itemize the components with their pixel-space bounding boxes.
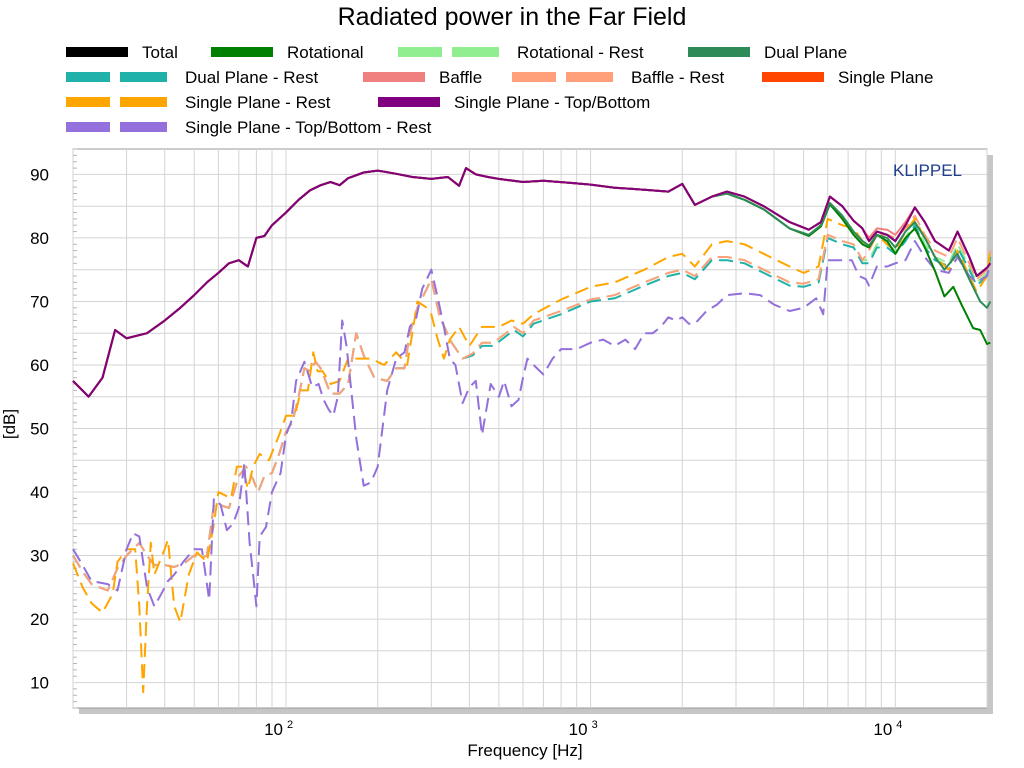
legend-item: Rotational [211,43,364,62]
legend-item: Single Plane [762,68,933,87]
legend: Total Rotational Rotational - Rest Dual Pla… [66,43,933,137]
legend-item: Total [66,43,178,62]
series-line-single-plane-top-bottom [72,167,992,398]
legend-item: Dual Plane [688,43,847,62]
legend-swatch [120,122,167,132]
legend-label: Single Plane - Rest [185,93,331,112]
series-line-single-plane-top-bottom-rest [72,240,992,608]
x-axis-ticks: 10 2 10 3 10 4 [264,719,902,739]
y-tick-label: 10 [30,674,49,693]
legend-label: Single Plane [838,68,933,87]
legend-label: Baffle [439,68,482,87]
y-tick-label: 30 [30,547,49,566]
x-tick: 10 3 [569,719,598,739]
y-tick-label: 90 [30,165,49,184]
x-tick-exponent: 2 [287,719,293,731]
legend-swatch [120,72,167,82]
x-tick: 10 2 [264,719,293,739]
x-axis-label: Frequency [Hz] [467,741,582,760]
legend-swatch [66,47,128,57]
legend-swatch [452,47,499,57]
legend-swatch [378,97,440,107]
y-tick-label: 80 [30,229,49,248]
x-tick-base: 10 [569,720,588,739]
legend-swatch [66,97,110,107]
legend-label: Single Plane - Top/Bottom [454,93,650,112]
x-tick-base: 10 [264,720,283,739]
watermark: KLIPPEL [893,161,962,180]
y-axis-ticks: 10 20 30 40 50 60 70 80 90 [30,165,49,692]
legend-swatch [566,72,613,82]
x-tick-base: 10 [873,720,892,739]
legend-label: Baffle - Rest [631,68,725,87]
y-tick-label: 70 [30,293,49,312]
legend-item: Single Plane - Top/Bottom [378,93,650,112]
legend-label: Single Plane - Top/Bottom - Rest [185,118,432,137]
legend-label: Rotational [287,43,364,62]
x-tick-exponent: 4 [896,719,902,731]
legend-item: Single Plane - Top/Bottom - Rest [66,118,432,137]
legend-item: Rotational - Rest [398,43,644,62]
grid [72,148,988,709]
legend-label: Rotational - Rest [517,43,644,62]
legend-item: Baffle - Rest [512,68,725,87]
legend-swatch [66,72,110,82]
legend-swatch [120,97,167,107]
legend-swatch [66,122,110,132]
y-axis-label: [dB] [0,409,19,439]
legend-swatch [762,72,824,82]
legend-swatch [398,47,442,57]
legend-swatch [688,47,750,57]
legend-label: Dual Plane - Rest [185,68,319,87]
x-tick-exponent: 3 [592,719,598,731]
y-tick-label: 60 [30,356,49,375]
series-line-baffle-rest [72,214,992,592]
x-tick: 10 4 [873,719,902,739]
legend-label: Dual Plane [764,43,847,62]
y-tick-label: 20 [30,610,49,629]
y-tick-label: 40 [30,483,49,502]
y-tick-label: 50 [30,420,49,439]
legend-swatch [512,72,556,82]
legend-item: Dual Plane - Rest [66,68,319,87]
legend-swatch [363,72,425,82]
chart-title: Radiated power in the Far Field [338,3,687,31]
series-layer [72,167,992,694]
legend-label: Total [142,43,178,62]
legend-item: Baffle [363,68,482,87]
legend-swatch [211,47,273,57]
legend-item: Single Plane - Rest [66,93,331,112]
